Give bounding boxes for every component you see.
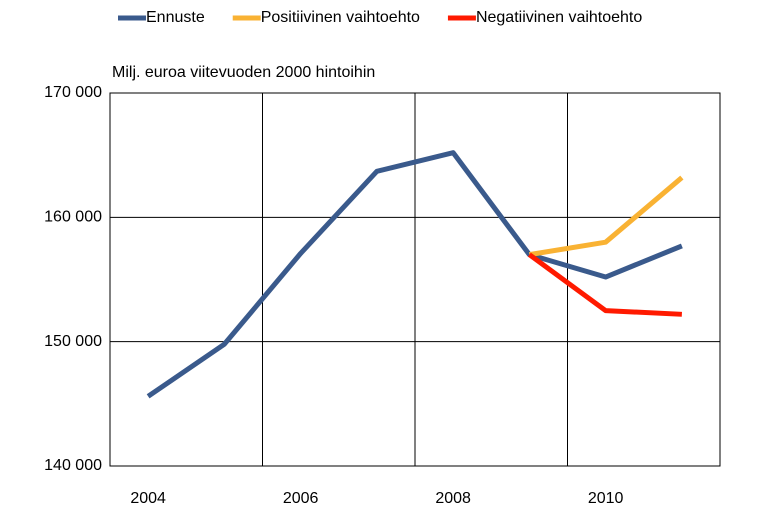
x-tick-label: 2010 [588,490,624,507]
series-line [527,252,682,317]
plot-frame [109,92,721,467]
y-tick-label: 140 000 [44,457,102,474]
y-tick-label: 160 000 [44,209,102,226]
series-line [528,175,684,258]
series-line [146,150,683,399]
x-tick-label: 2006 [283,490,319,507]
x-tick-label: 2004 [130,490,166,507]
legend-label: Ennuste [146,9,205,26]
x-tick-label: 2008 [435,490,471,507]
legend-label: Negatiivinen vaihtoehto [476,9,642,26]
y-tick-label: 150 000 [44,333,102,350]
y-tick-label: 170 000 [44,84,102,101]
legend-label: Positiivinen vaihtoehto [261,9,420,26]
chart-subtitle: Milj. euroa viitevuoden 2000 hintoihin [112,64,375,81]
